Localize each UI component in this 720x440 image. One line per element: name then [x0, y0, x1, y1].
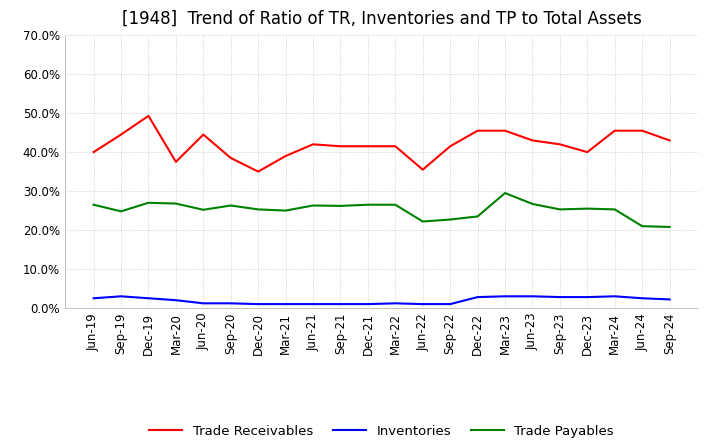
Trade Receivables	[199, 132, 207, 137]
Inventories	[144, 296, 153, 301]
Trade Payables	[638, 224, 647, 229]
Trade Payables	[254, 207, 263, 212]
Trade Payables	[556, 207, 564, 212]
Inventories	[282, 301, 290, 307]
Trade Payables	[528, 202, 537, 207]
Trade Payables	[199, 207, 207, 213]
Title: [1948]  Trend of Ratio of TR, Inventories and TP to Total Assets: [1948] Trend of Ratio of TR, Inventories…	[122, 10, 642, 28]
Trade Receivables	[282, 154, 290, 159]
Trade Receivables	[364, 143, 372, 149]
Inventories	[171, 297, 180, 303]
Inventories	[446, 301, 454, 307]
Trade Payables	[89, 202, 98, 207]
Trade Payables	[117, 209, 125, 214]
Legend: Trade Receivables, Inventories, Trade Payables: Trade Receivables, Inventories, Trade Pa…	[144, 420, 619, 440]
Trade Receivables	[254, 169, 263, 174]
Trade Receivables	[446, 143, 454, 149]
Trade Payables	[336, 203, 345, 209]
Trade Receivables	[336, 143, 345, 149]
Inventories	[254, 301, 263, 307]
Trade Payables	[226, 203, 235, 208]
Trade Receivables	[117, 132, 125, 137]
Trade Receivables	[500, 128, 509, 133]
Trade Receivables	[144, 113, 153, 118]
Trade Receivables	[528, 138, 537, 143]
Trade Receivables	[89, 150, 98, 155]
Inventories	[583, 294, 592, 300]
Inventories	[473, 294, 482, 300]
Trade Payables	[309, 203, 318, 208]
Inventories	[226, 301, 235, 306]
Inventories	[611, 293, 619, 299]
Inventories	[336, 301, 345, 307]
Trade Payables	[391, 202, 400, 207]
Inventories	[89, 296, 98, 301]
Inventories	[364, 301, 372, 307]
Trade Payables	[446, 217, 454, 222]
Inventories	[391, 301, 400, 306]
Trade Receivables	[309, 142, 318, 147]
Trade Receivables	[391, 143, 400, 149]
Trade Payables	[583, 206, 592, 211]
Trade Payables	[611, 207, 619, 212]
Trade Receivables	[556, 142, 564, 147]
Trade Receivables	[611, 128, 619, 133]
Line: Trade Payables: Trade Payables	[94, 193, 670, 227]
Trade Payables	[418, 219, 427, 224]
Inventories	[638, 296, 647, 301]
Inventories	[117, 293, 125, 299]
Trade Receivables	[418, 167, 427, 172]
Trade Payables	[144, 200, 153, 205]
Trade Receivables	[171, 159, 180, 165]
Trade Payables	[473, 214, 482, 219]
Trade Receivables	[226, 155, 235, 161]
Inventories	[309, 301, 318, 307]
Trade Receivables	[665, 138, 674, 143]
Inventories	[500, 293, 509, 299]
Trade Payables	[171, 201, 180, 206]
Inventories	[665, 297, 674, 302]
Trade Payables	[282, 208, 290, 213]
Line: Inventories: Inventories	[94, 296, 670, 304]
Trade Payables	[665, 224, 674, 230]
Inventories	[556, 294, 564, 300]
Inventories	[199, 301, 207, 306]
Inventories	[418, 301, 427, 307]
Trade Receivables	[473, 128, 482, 133]
Line: Trade Receivables: Trade Receivables	[94, 116, 670, 172]
Trade Receivables	[638, 128, 647, 133]
Inventories	[528, 293, 537, 299]
Trade Receivables	[583, 150, 592, 155]
Trade Payables	[500, 191, 509, 196]
Trade Payables	[364, 202, 372, 207]
